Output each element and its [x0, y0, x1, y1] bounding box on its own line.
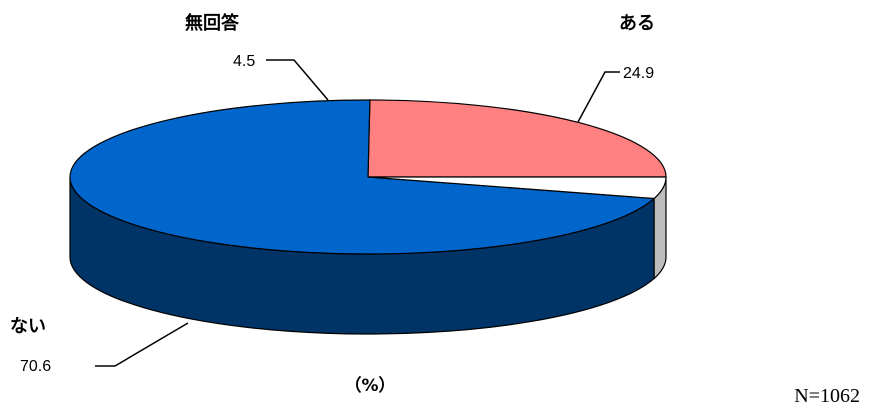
leader-line-1	[95, 322, 189, 367]
leader-line-2	[266, 59, 329, 101]
value-label-0: 24.9	[623, 65, 654, 82]
sample-size-label: N=1062	[794, 385, 860, 407]
pie-slice-1	[69, 99, 656, 255]
value-label-2: 4.5	[233, 53, 255, 70]
category-label-1: ない	[10, 316, 46, 337]
value-label-1: 70.6	[20, 358, 51, 375]
pie-slices	[69, 99, 667, 255]
leader-line-0	[577, 71, 620, 123]
chart-labels: ある 24.9 ない 70.6 無回答 4.5	[10, 12, 655, 375]
category-label-2: 無回答	[185, 12, 240, 34]
pie-slice-2	[367, 176, 667, 200]
category-label-0: ある	[619, 13, 655, 34]
pie-slice-0	[367, 99, 667, 178]
leader-lines	[95, 59, 620, 367]
unit-label: （%）	[344, 375, 395, 396]
